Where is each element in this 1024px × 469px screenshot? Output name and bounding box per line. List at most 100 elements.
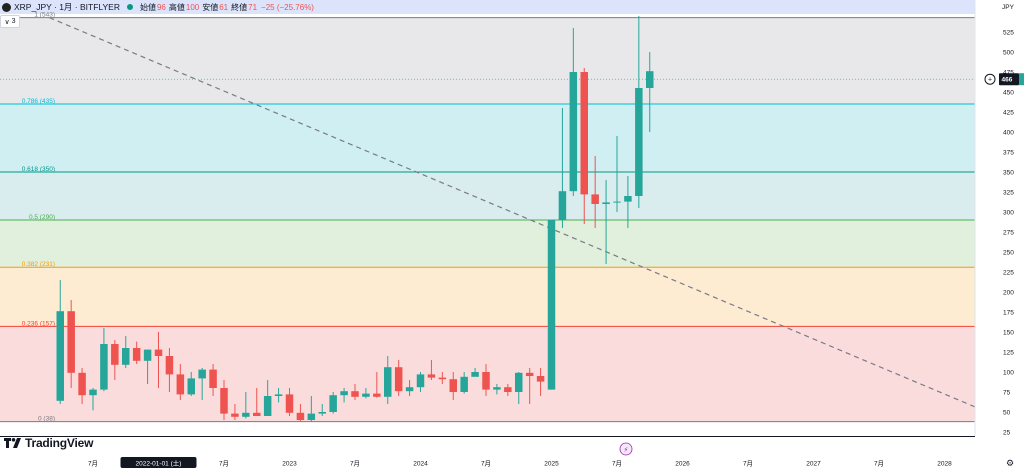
indicators-collapse-button[interactable]: ∨ 3	[0, 15, 20, 28]
indicator-count: 3	[11, 18, 16, 25]
header-band	[0, 0, 975, 14]
candle-body[interactable]	[165, 356, 174, 375]
candle-body[interactable]	[536, 376, 545, 382]
fib-zone	[0, 267, 975, 327]
candle-body[interactable]	[427, 374, 436, 378]
candle-body[interactable]	[132, 348, 141, 361]
candle-body[interactable]	[460, 376, 468, 392]
candle-body[interactable]	[416, 374, 425, 388]
symbol-label[interactable]: XRP_JPY · 1月 · BITFLYER	[14, 2, 120, 12]
y-tick-label: 325	[1003, 189, 1014, 196]
candle-body[interactable]	[504, 387, 512, 392]
x-tick-label: 2024	[413, 461, 428, 468]
candle-body[interactable]	[362, 393, 370, 397]
fib-level-label: 0.382 (231)	[22, 261, 55, 268]
fib-zone	[0, 104, 975, 172]
fib-level-label: 1 (543)	[34, 12, 55, 19]
high-label: 高値	[168, 2, 185, 12]
candle-body[interactable]	[198, 369, 206, 379]
legend-header: XRP_JPY · 1月 · BITFLYER 始値 96 高値 100 安値 …	[0, 0, 314, 14]
x-tick-label: 2025	[544, 461, 559, 468]
gear-icon[interactable]: ⚙	[1006, 459, 1014, 469]
chevron-down-icon: ∨	[4, 18, 10, 26]
candle-body[interactable]	[613, 201, 621, 203]
tradingview-logo[interactable]: TradingView	[4, 436, 93, 450]
x-tick-label: 7月	[219, 460, 229, 468]
candle-body[interactable]	[384, 367, 392, 397]
candle-body[interactable]	[122, 348, 130, 365]
tradingview-logo-icon	[4, 438, 21, 448]
lightning-icon: ⚡	[624, 446, 629, 454]
y-tick-label: 375	[1003, 149, 1014, 156]
candle-body[interactable]	[296, 412, 305, 420]
tradingview-logo-text: TradingView	[25, 436, 94, 450]
candle-body[interactable]	[67, 311, 75, 373]
candle-body[interactable]	[143, 349, 152, 361]
high-value: 100	[185, 2, 200, 12]
candle-body[interactable]	[569, 72, 578, 192]
candle-body[interactable]	[318, 412, 327, 414]
x-tick-label: 2028	[937, 461, 952, 468]
candle-body[interactable]	[482, 372, 490, 390]
x-tick-label: 7月	[612, 460, 622, 468]
candle-body[interactable]	[405, 387, 414, 392]
candle-body[interactable]	[373, 393, 381, 397]
candle-body[interactable]	[231, 413, 239, 417]
y-tick-label: 75	[1003, 389, 1011, 396]
candle-body[interactable]	[493, 387, 501, 390]
event-marker-button[interactable]	[619, 442, 633, 456]
candle-body[interactable]	[646, 71, 654, 88]
candle-body[interactable]	[242, 412, 250, 417]
candle-body[interactable]	[274, 394, 283, 396]
candle-body[interactable]	[111, 344, 119, 365]
candle-body[interactable]	[547, 220, 556, 390]
candle-body[interactable]	[176, 374, 185, 395]
candle-body[interactable]	[351, 391, 359, 397]
candle-body[interactable]	[340, 391, 348, 396]
crosshair-date-badge	[120, 457, 197, 468]
y-tick-label: 175	[1003, 309, 1014, 316]
candle-body[interactable]	[89, 389, 97, 396]
candle-body[interactable]	[154, 349, 163, 356]
candle-body[interactable]	[449, 379, 458, 392]
candle-body[interactable]	[56, 311, 65, 401]
fib-zone	[0, 220, 975, 268]
candle-body[interactable]	[329, 395, 337, 412]
candle-body[interactable]	[187, 378, 196, 395]
change-value: −25 (−25.76%)	[261, 2, 314, 12]
candle-body[interactable]	[394, 367, 403, 392]
candle-body[interactable]	[624, 196, 632, 202]
candle-body[interactable]	[307, 413, 316, 420]
candle-body[interactable]	[558, 191, 567, 220]
candle-body[interactable]	[220, 388, 228, 414]
candle-body[interactable]	[602, 202, 610, 204]
candle-body[interactable]	[285, 394, 294, 413]
candle-body[interactable]	[100, 344, 108, 390]
y-tick-label: 225	[1003, 269, 1014, 276]
y-tick-label: 25	[1003, 429, 1011, 436]
candle-body[interactable]	[263, 396, 272, 416]
candle-body[interactable]	[253, 412, 261, 416]
y-tick-label: 150	[1003, 329, 1014, 336]
y-tick-label: 350	[1003, 169, 1014, 176]
price-axis[interactable]	[975, 0, 1024, 436]
dashed-trendline[interactable]	[49, 17, 1011, 423]
candle-body[interactable]	[438, 377, 447, 380]
low-value: 61	[219, 2, 229, 12]
candle-body[interactable]	[515, 372, 523, 392]
candle-body[interactable]	[635, 88, 643, 196]
candle-body[interactable]	[78, 372, 86, 396]
candle-body[interactable]	[591, 194, 599, 204]
x-tick-label: 7月	[88, 460, 98, 468]
market-status-icon	[126, 4, 133, 10]
x-tick-label: 2022-01-01 (土)	[136, 459, 182, 468]
x-tick-label: 7月	[874, 460, 884, 468]
candle-body[interactable]	[525, 372, 534, 376]
add-alert-button[interactable]	[984, 73, 996, 85]
y-tick-label: 100	[1003, 369, 1014, 376]
candle-body[interactable]	[580, 72, 589, 195]
candle-body[interactable]	[471, 372, 479, 377]
candle-body[interactable]	[209, 369, 217, 388]
